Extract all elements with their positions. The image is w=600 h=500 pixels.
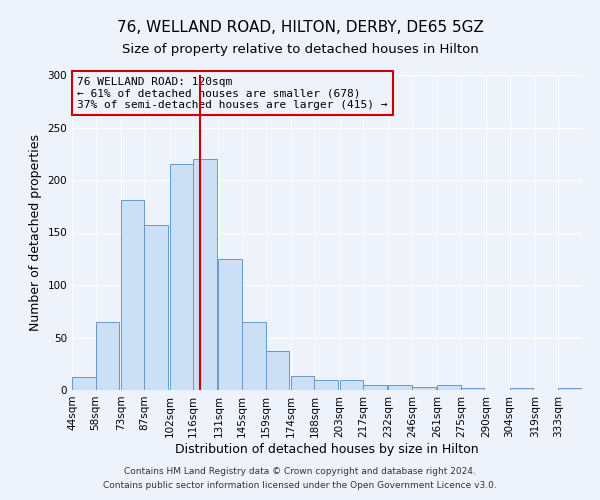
X-axis label: Distribution of detached houses by size in Hilton: Distribution of detached houses by size … [175, 442, 479, 456]
Bar [509, 388, 533, 390]
Bar [291, 376, 314, 390]
Bar [412, 387, 436, 390]
Bar [121, 200, 145, 390]
Bar [363, 385, 387, 390]
Text: 76 WELLAND ROAD: 120sqm
← 61% of detached houses are smaller (678)
37% of semi-d: 76 WELLAND ROAD: 120sqm ← 61% of detache… [77, 76, 388, 110]
Y-axis label: Number of detached properties: Number of detached properties [29, 134, 42, 331]
Bar [437, 385, 461, 390]
Bar [95, 322, 119, 390]
Bar [559, 388, 582, 390]
Bar [145, 225, 168, 390]
Bar [72, 378, 95, 390]
Bar [193, 159, 217, 390]
Text: 76, WELLAND ROAD, HILTON, DERBY, DE65 5GZ: 76, WELLAND ROAD, HILTON, DERBY, DE65 5G… [116, 20, 484, 35]
Bar [340, 380, 363, 390]
Bar [266, 351, 289, 390]
Text: Contains public sector information licensed under the Open Government Licence v3: Contains public sector information licen… [103, 481, 497, 490]
Bar [170, 164, 193, 390]
Text: Contains HM Land Registry data © Crown copyright and database right 2024.: Contains HM Land Registry data © Crown c… [124, 467, 476, 476]
Bar [218, 259, 242, 390]
Bar [242, 322, 266, 390]
Bar [388, 385, 412, 390]
Text: Size of property relative to detached houses in Hilton: Size of property relative to detached ho… [122, 42, 478, 56]
Bar [314, 380, 338, 390]
Bar [461, 388, 484, 390]
